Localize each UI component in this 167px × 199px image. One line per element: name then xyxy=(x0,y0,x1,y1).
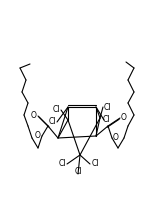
Text: Cl: Cl xyxy=(48,117,56,127)
Text: Cl: Cl xyxy=(103,102,111,111)
Text: Cl: Cl xyxy=(58,160,66,169)
Text: Cl: Cl xyxy=(52,105,60,114)
Text: O: O xyxy=(35,132,41,140)
Text: O: O xyxy=(121,113,127,123)
Text: O: O xyxy=(31,111,37,121)
Text: Cl: Cl xyxy=(74,168,82,177)
Text: Cl: Cl xyxy=(102,115,110,125)
Text: O: O xyxy=(113,134,119,142)
Text: Cl: Cl xyxy=(91,160,99,169)
